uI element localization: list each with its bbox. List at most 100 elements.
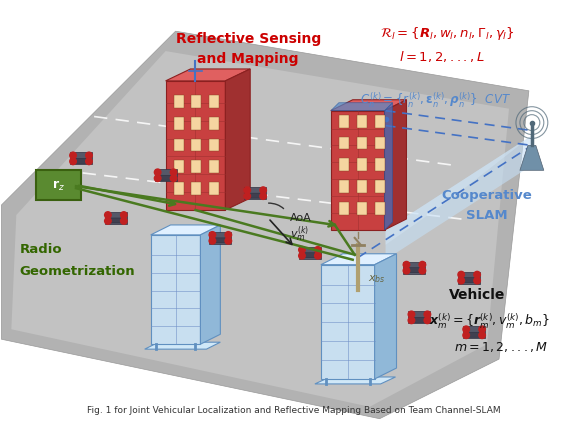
Circle shape bbox=[407, 316, 416, 324]
Circle shape bbox=[104, 211, 112, 219]
Circle shape bbox=[402, 266, 410, 275]
Circle shape bbox=[153, 174, 162, 182]
Text: Radio: Radio bbox=[19, 243, 62, 256]
Polygon shape bbox=[357, 158, 367, 171]
Polygon shape bbox=[166, 81, 225, 210]
Text: Reflective Sensing: Reflective Sensing bbox=[176, 32, 321, 46]
Polygon shape bbox=[357, 202, 367, 215]
Circle shape bbox=[423, 310, 432, 319]
Polygon shape bbox=[339, 158, 349, 171]
Circle shape bbox=[153, 168, 162, 176]
Circle shape bbox=[225, 231, 232, 239]
Polygon shape bbox=[192, 138, 202, 151]
Polygon shape bbox=[105, 212, 127, 224]
Polygon shape bbox=[467, 332, 481, 337]
Circle shape bbox=[314, 252, 322, 260]
Polygon shape bbox=[145, 342, 220, 349]
Polygon shape bbox=[463, 326, 485, 338]
Polygon shape bbox=[331, 111, 385, 230]
Polygon shape bbox=[209, 182, 219, 195]
Polygon shape bbox=[192, 117, 202, 130]
Circle shape bbox=[423, 316, 432, 324]
Polygon shape bbox=[321, 254, 396, 265]
Circle shape bbox=[169, 168, 178, 176]
Polygon shape bbox=[225, 69, 250, 210]
Circle shape bbox=[243, 186, 251, 194]
Circle shape bbox=[462, 331, 470, 339]
Polygon shape bbox=[173, 161, 183, 173]
Polygon shape bbox=[74, 158, 88, 163]
Circle shape bbox=[120, 217, 128, 225]
Circle shape bbox=[478, 326, 486, 333]
Circle shape bbox=[69, 151, 77, 159]
Polygon shape bbox=[173, 95, 183, 108]
Polygon shape bbox=[357, 137, 367, 149]
Polygon shape bbox=[192, 95, 202, 108]
Polygon shape bbox=[339, 115, 349, 128]
Polygon shape bbox=[299, 247, 321, 259]
Polygon shape bbox=[209, 95, 219, 108]
Circle shape bbox=[208, 237, 216, 245]
Circle shape bbox=[402, 261, 410, 269]
Circle shape bbox=[298, 252, 306, 260]
Circle shape bbox=[85, 158, 93, 165]
Circle shape bbox=[419, 261, 426, 269]
Polygon shape bbox=[357, 180, 367, 193]
Text: $\mathbf{r}_z$: $\mathbf{r}_z$ bbox=[52, 179, 65, 193]
Polygon shape bbox=[321, 265, 375, 379]
Polygon shape bbox=[155, 169, 176, 181]
Text: $v_{m}^{(k)}$: $v_{m}^{(k)}$ bbox=[290, 224, 309, 244]
Text: and Mapping: and Mapping bbox=[198, 52, 299, 66]
Polygon shape bbox=[192, 182, 202, 195]
Text: $l=1,2,...,L$: $l=1,2,...,L$ bbox=[399, 49, 486, 63]
Circle shape bbox=[259, 186, 267, 194]
Circle shape bbox=[419, 266, 426, 275]
Polygon shape bbox=[331, 100, 406, 111]
Polygon shape bbox=[11, 51, 509, 407]
Polygon shape bbox=[36, 170, 81, 200]
Text: $C_n^{(k)} = \{r_n^{(k)}, \boldsymbol{\varepsilon}_n^{(k)}, \boldsymbol{\rho}_n^: $C_n^{(k)} = \{r_n^{(k)}, \boldsymbol{\v… bbox=[360, 91, 511, 110]
Circle shape bbox=[120, 211, 128, 219]
Circle shape bbox=[462, 326, 470, 333]
Polygon shape bbox=[109, 218, 123, 223]
Polygon shape bbox=[151, 235, 201, 344]
Polygon shape bbox=[159, 175, 172, 180]
Polygon shape bbox=[407, 268, 422, 273]
Polygon shape bbox=[248, 193, 262, 198]
Polygon shape bbox=[303, 253, 317, 258]
Circle shape bbox=[314, 246, 322, 254]
Polygon shape bbox=[339, 202, 349, 215]
Polygon shape bbox=[412, 317, 426, 322]
Circle shape bbox=[243, 192, 251, 200]
Polygon shape bbox=[209, 117, 219, 130]
Polygon shape bbox=[403, 262, 425, 273]
Polygon shape bbox=[386, 135, 532, 245]
Polygon shape bbox=[409, 311, 430, 323]
Polygon shape bbox=[331, 103, 393, 111]
Polygon shape bbox=[520, 145, 544, 170]
Circle shape bbox=[259, 192, 267, 200]
Polygon shape bbox=[385, 103, 393, 230]
Polygon shape bbox=[458, 272, 480, 283]
Polygon shape bbox=[375, 202, 385, 215]
Polygon shape bbox=[173, 182, 183, 195]
Polygon shape bbox=[315, 377, 396, 384]
Text: Geometrization: Geometrization bbox=[19, 265, 135, 278]
Polygon shape bbox=[209, 138, 219, 151]
Circle shape bbox=[473, 276, 481, 285]
Polygon shape bbox=[244, 187, 266, 199]
Text: $x_{bs}$: $x_{bs}$ bbox=[368, 274, 385, 286]
Polygon shape bbox=[375, 115, 385, 128]
Circle shape bbox=[298, 246, 306, 254]
Polygon shape bbox=[385, 100, 406, 230]
Circle shape bbox=[104, 217, 112, 225]
Polygon shape bbox=[339, 180, 349, 193]
Circle shape bbox=[69, 158, 77, 165]
Text: Fig. 1 for Joint Vehicular Localization and Reflective Mapping Based on Team Cha: Fig. 1 for Joint Vehicular Localization … bbox=[87, 406, 501, 415]
Polygon shape bbox=[375, 158, 385, 171]
Polygon shape bbox=[462, 278, 476, 283]
Polygon shape bbox=[192, 161, 202, 173]
Polygon shape bbox=[1, 31, 529, 419]
Polygon shape bbox=[339, 137, 349, 149]
Circle shape bbox=[457, 271, 465, 279]
